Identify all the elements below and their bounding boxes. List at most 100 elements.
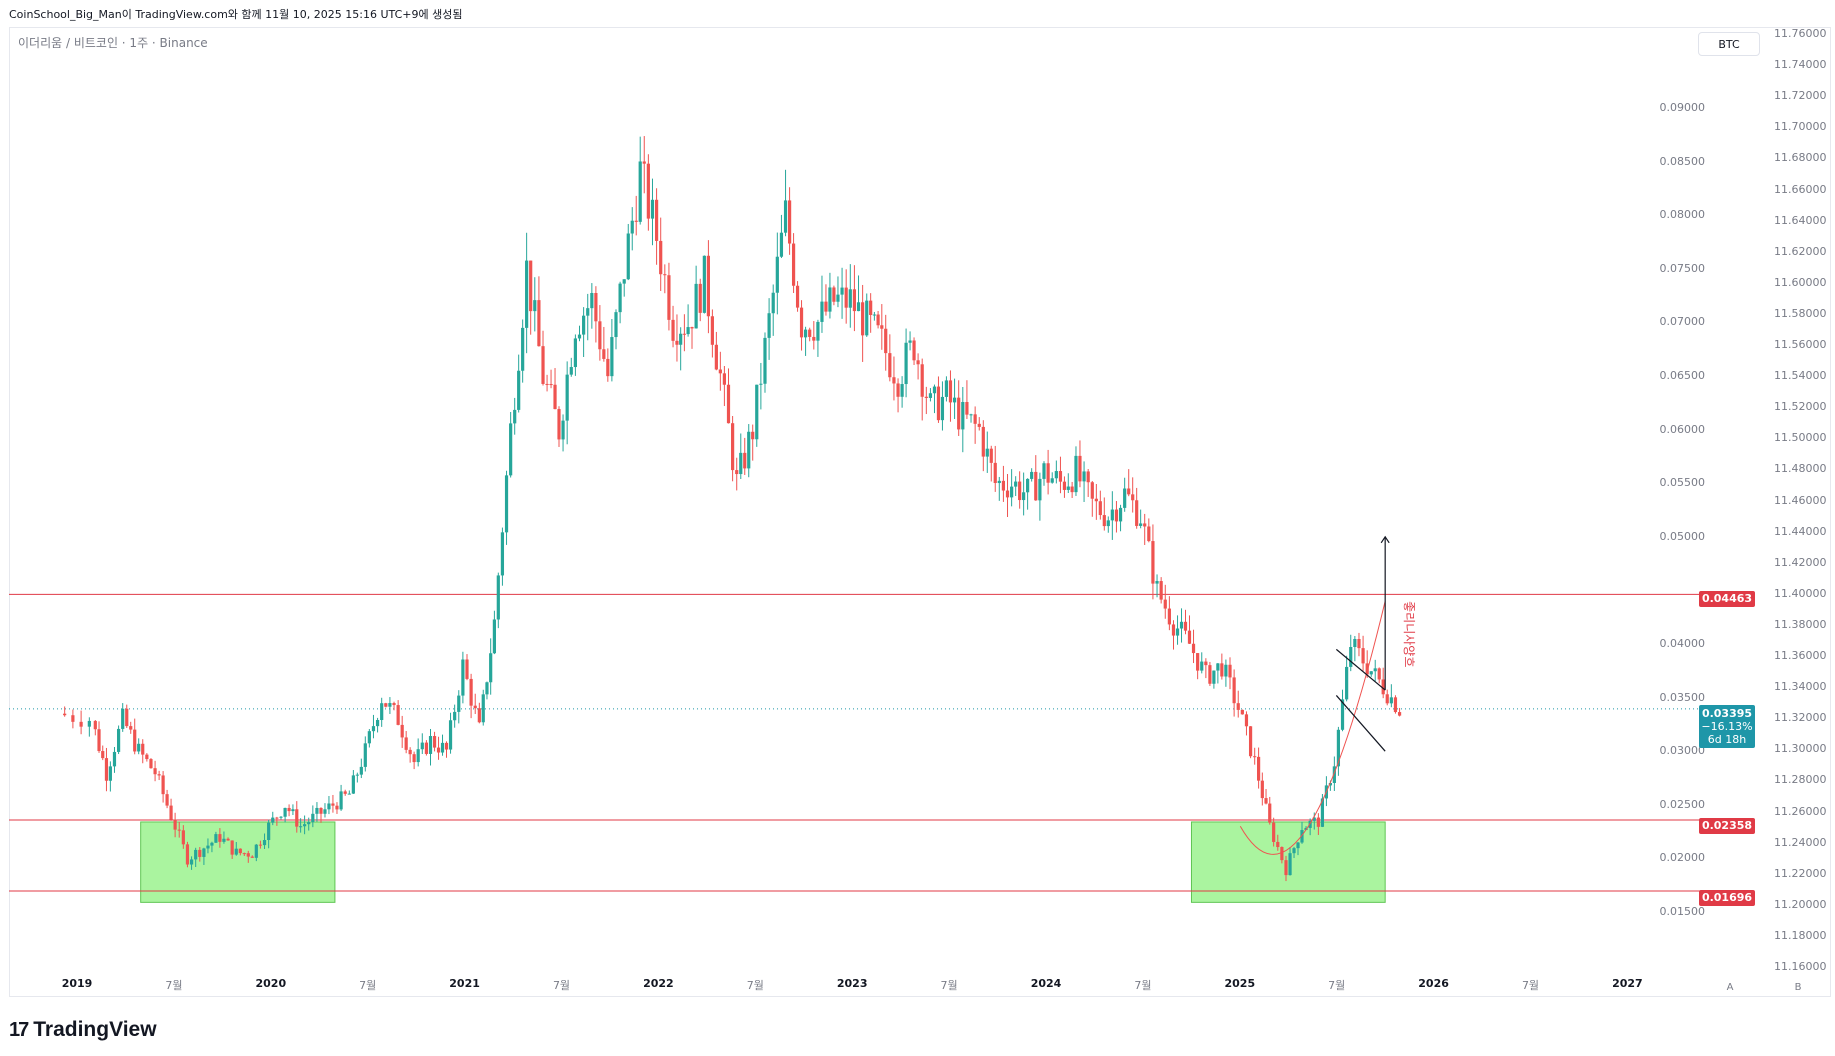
candle-body — [420, 742, 424, 750]
candle-body — [622, 279, 626, 284]
candle-body — [1240, 709, 1244, 715]
candle-body — [1316, 817, 1320, 827]
candle-body — [444, 742, 449, 750]
candle-body — [1312, 817, 1316, 821]
candle-body — [331, 803, 335, 806]
candle-body — [371, 726, 376, 732]
candle-body — [1349, 647, 1353, 667]
candle-body — [1022, 492, 1026, 501]
candle-body — [861, 302, 865, 336]
candle-body — [844, 287, 848, 308]
candle-body — [517, 370, 521, 410]
candle-body — [602, 349, 606, 359]
candle-body — [461, 659, 465, 696]
candle-body — [876, 314, 880, 326]
candle-body — [1357, 639, 1361, 649]
tradingview-logo-text: TradingView — [33, 1018, 157, 1041]
secondary-axis-label: 11.22000 — [1774, 866, 1827, 880]
tradingview-logo[interactable]: 17 TradingView — [9, 1018, 157, 1042]
candle-body — [97, 729, 101, 752]
candle-body — [1236, 703, 1240, 710]
candle-body — [795, 285, 800, 308]
candle-body — [392, 703, 396, 706]
candle-body — [659, 240, 663, 275]
chart-attribution: CoinSchool_Big_Man이 TradingView.com와 함께 … — [9, 8, 463, 21]
secondary-axis-label: 11.68000 — [1774, 151, 1827, 165]
candle-body — [63, 713, 67, 716]
support-high-price-tag: 0.02358 — [1699, 818, 1755, 834]
candle-body — [1094, 498, 1098, 502]
price-axis-label: 0.06500 — [1659, 369, 1706, 382]
secondary-axis-label: 11.66000 — [1774, 182, 1827, 196]
candle-body — [924, 396, 928, 398]
candle-body — [1066, 486, 1070, 490]
candle-body — [287, 807, 291, 812]
candle-body — [1264, 798, 1268, 804]
annotation-label: 좋리니사양흐 — [1402, 601, 1416, 667]
candle-body — [194, 849, 198, 860]
candle-body — [262, 840, 267, 846]
time-axis-label: 2026 — [1418, 977, 1449, 990]
candle-body — [428, 736, 433, 754]
candle-body — [671, 319, 675, 341]
compare-symbol-button[interactable]: BTC — [1698, 32, 1760, 56]
candle-body — [230, 840, 234, 855]
candle-body — [690, 327, 694, 329]
candle-body — [630, 220, 634, 234]
candle-body — [577, 334, 582, 339]
candle-body — [1244, 714, 1249, 727]
secondary-axis-label: 11.30000 — [1774, 742, 1827, 756]
candle-body — [799, 307, 804, 338]
candle-body — [686, 327, 690, 335]
candle-body — [626, 233, 630, 280]
price-axis-label: 0.05000 — [1659, 529, 1706, 543]
candle-body — [549, 384, 553, 386]
price-axis-label: 0.07000 — [1659, 315, 1706, 329]
secondary-axis-label: 11.50000 — [1774, 431, 1827, 445]
candle-body — [153, 768, 157, 775]
candle-body — [432, 736, 437, 748]
candle-body — [646, 163, 650, 219]
candle-body — [667, 275, 671, 320]
candle-body — [928, 393, 933, 398]
candle-body — [1123, 488, 1127, 508]
candle-body — [1018, 481, 1022, 501]
candle-body — [989, 448, 993, 463]
candle-body — [586, 308, 590, 316]
candle-body — [533, 300, 537, 312]
candle-body — [1102, 515, 1106, 527]
candle-body — [161, 775, 165, 795]
time-axis-label: 7월 — [165, 979, 183, 992]
candle-body — [557, 409, 561, 440]
candle-body — [496, 575, 500, 620]
time-axis-label: 2020 — [255, 977, 287, 990]
candle-body — [1332, 766, 1336, 783]
accumulation-zone-2 — [1190, 821, 1386, 903]
candle-body — [295, 809, 299, 827]
candle-body — [254, 844, 258, 858]
candle-body — [1320, 798, 1325, 827]
candle-body — [509, 423, 513, 476]
log-scale-button[interactable]: B — [1794, 982, 1802, 993]
candle-body — [828, 287, 832, 312]
candle-body — [303, 824, 307, 827]
candle-body — [319, 807, 323, 814]
candle-body — [836, 294, 840, 302]
candle-body — [267, 822, 271, 841]
candle-body — [1163, 599, 1167, 609]
candle-body — [1074, 455, 1078, 493]
candle-body — [218, 834, 222, 842]
candle-body — [299, 826, 303, 828]
time-axis-label: 7월 — [746, 979, 764, 992]
candle-body — [618, 283, 622, 313]
auto-scale-button[interactable]: A — [1726, 982, 1734, 993]
secondary-axis-label: 11.60000 — [1774, 275, 1827, 289]
candle-body — [504, 475, 509, 533]
channel-upper-line — [1335, 648, 1386, 691]
candle-body — [1336, 729, 1341, 767]
secondary-axis-label: 11.38000 — [1774, 617, 1827, 631]
time-axis-label: 2024 — [1030, 977, 1062, 990]
candle-body — [157, 774, 161, 776]
candle-body — [1179, 621, 1184, 629]
